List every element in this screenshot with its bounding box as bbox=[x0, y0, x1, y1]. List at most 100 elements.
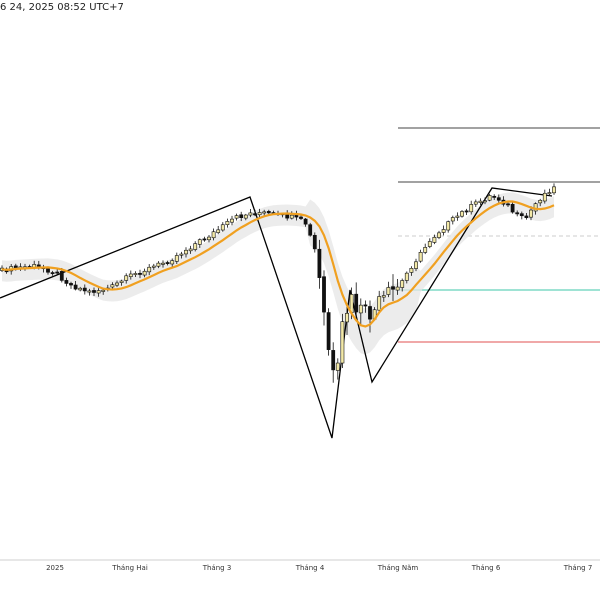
candle-body-83 bbox=[381, 295, 386, 298]
candle-body-53 bbox=[243, 214, 248, 219]
candle-body-63 bbox=[289, 214, 294, 219]
candle-body-14 bbox=[64, 280, 69, 284]
candle-body-35 bbox=[161, 262, 165, 265]
candle-body-114 bbox=[524, 215, 529, 219]
candle-body-54 bbox=[248, 212, 253, 216]
candle-body-79 bbox=[363, 304, 368, 307]
candle-body-101 bbox=[464, 210, 469, 213]
candle-body-47 bbox=[216, 229, 221, 233]
candle-body-108 bbox=[496, 197, 501, 201]
candle-body-111 bbox=[510, 203, 515, 213]
candle-body-32 bbox=[147, 266, 152, 273]
candle-body-42 bbox=[193, 243, 198, 250]
candle-body-99 bbox=[455, 215, 460, 218]
candle-body-51 bbox=[234, 215, 239, 219]
candle-body-29 bbox=[133, 273, 138, 275]
zigzag-pattern-line bbox=[0, 187, 553, 439]
candle-body-92 bbox=[423, 247, 428, 253]
candle-body-39 bbox=[179, 253, 184, 256]
candle-body-36 bbox=[165, 262, 170, 264]
candle-body-33 bbox=[151, 265, 156, 268]
candle-body-19 bbox=[87, 290, 92, 293]
candle-body-74 bbox=[340, 321, 345, 364]
candle-body-18 bbox=[82, 287, 87, 292]
candle-body-57 bbox=[262, 211, 267, 214]
candle-body-72 bbox=[331, 350, 336, 371]
candle-body-38 bbox=[174, 255, 179, 262]
candle-body-56 bbox=[257, 212, 262, 216]
candle-body-104 bbox=[478, 200, 483, 203]
candle-body-115 bbox=[529, 209, 533, 218]
candle-body-16 bbox=[73, 284, 78, 290]
candle-body-28 bbox=[128, 273, 133, 277]
candle-body-117 bbox=[538, 199, 543, 204]
candle-body-87 bbox=[400, 280, 405, 288]
candle-body-77 bbox=[354, 293, 359, 313]
candle-body-94 bbox=[432, 236, 437, 243]
candle-body-67 bbox=[308, 224, 313, 236]
candle-body-98 bbox=[450, 217, 455, 222]
candle-body-93 bbox=[427, 241, 432, 247]
candle-body-112 bbox=[515, 212, 520, 215]
candle-body-12 bbox=[55, 271, 60, 274]
candle-body-43 bbox=[197, 239, 202, 245]
candle-body-50 bbox=[230, 218, 234, 223]
x-tick-label-2: Tháng 3 bbox=[202, 564, 232, 572]
candle-body-105 bbox=[483, 200, 487, 203]
candle-body-17 bbox=[78, 287, 83, 291]
candle-body-91 bbox=[418, 252, 423, 262]
candle-body-25 bbox=[115, 282, 119, 286]
candle-body-49 bbox=[225, 221, 230, 226]
candle-body-58 bbox=[266, 211, 271, 214]
candle-body-119 bbox=[547, 192, 552, 195]
candle-body-78 bbox=[358, 304, 363, 314]
candle-body-102 bbox=[469, 204, 474, 213]
candle-body-69 bbox=[317, 248, 322, 278]
candle-body-118 bbox=[542, 192, 547, 202]
x-tick-label-5: Tháng 6 bbox=[471, 564, 501, 572]
candle-body-103 bbox=[473, 201, 478, 205]
candle-body-44 bbox=[202, 238, 207, 241]
candle-body-48 bbox=[220, 224, 225, 231]
chart-header-datetime: 6 24, 2025 08:52 UTC+7 bbox=[0, 2, 124, 13]
candle-body-41 bbox=[188, 248, 193, 252]
candle-body-100 bbox=[460, 211, 464, 217]
candle-body-46 bbox=[211, 231, 216, 239]
candle-body-10 bbox=[46, 267, 50, 273]
candle-body-84 bbox=[386, 287, 391, 295]
candle-body-107 bbox=[492, 195, 497, 198]
candle-body-15 bbox=[69, 283, 73, 286]
candle-body-75 bbox=[345, 313, 349, 323]
candle-body-13 bbox=[59, 271, 64, 281]
candle-body-88 bbox=[404, 272, 409, 281]
candle-body-8 bbox=[36, 264, 41, 267]
candle-body-120 bbox=[552, 186, 556, 194]
x-tick-label-3: Tháng 4 bbox=[295, 564, 325, 572]
candle-body-24 bbox=[110, 284, 115, 288]
candle-body-89 bbox=[409, 268, 414, 273]
candle-body-73 bbox=[335, 362, 340, 371]
candle-body-106 bbox=[487, 195, 492, 201]
candle-body-85 bbox=[391, 286, 395, 290]
x-tick-label-0: 2025 bbox=[46, 564, 64, 572]
candle-body-34 bbox=[156, 262, 161, 267]
candle-body-86 bbox=[395, 286, 400, 291]
candle-body-95 bbox=[437, 232, 441, 238]
candle-body-52 bbox=[239, 214, 244, 218]
candle-body-55 bbox=[253, 213, 257, 216]
candle-body-20 bbox=[92, 290, 96, 293]
candle-body-27 bbox=[124, 275, 129, 281]
candle-body-26 bbox=[119, 280, 124, 283]
candle-body-22 bbox=[101, 289, 106, 292]
candle-body-30 bbox=[138, 273, 142, 275]
candle-body-40 bbox=[184, 249, 188, 255]
x-tick-label-1: Tháng Hai bbox=[111, 564, 148, 572]
candle-body-68 bbox=[312, 234, 317, 250]
candle-body-45 bbox=[207, 236, 211, 241]
candle-body-31 bbox=[142, 270, 147, 276]
candle-body-90 bbox=[414, 261, 418, 269]
candle-body-80 bbox=[368, 306, 372, 320]
candle-body-66 bbox=[303, 218, 308, 225]
x-tick-label-4: Tháng Năm bbox=[377, 564, 419, 572]
